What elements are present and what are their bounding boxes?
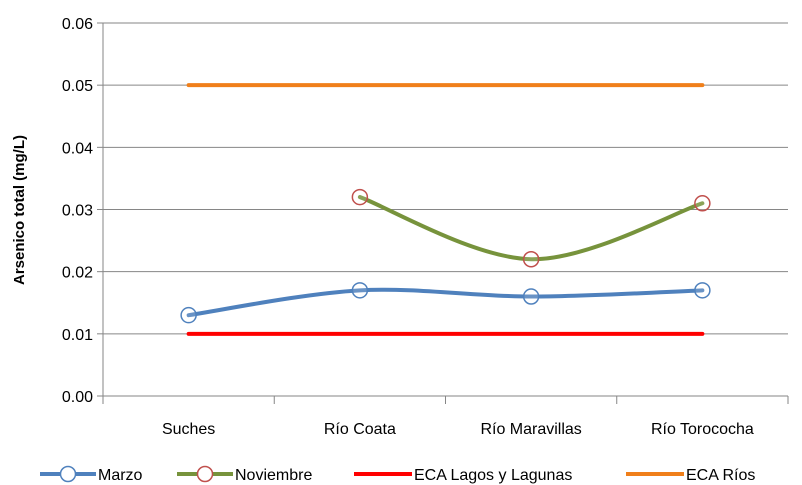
series-line-0: [186, 287, 705, 318]
data-point: [522, 288, 540, 305]
axes: [97, 22, 789, 404]
data-point: [522, 250, 540, 268]
data-point: [351, 188, 369, 206]
y-tick-label: 0.01: [62, 327, 93, 344]
y-tick-label: 0.06: [62, 16, 93, 33]
series-markers: [180, 188, 711, 324]
series-lines: [186, 83, 705, 336]
legend-label: Noviembre: [235, 467, 312, 484]
gridlines: [103, 22, 788, 335]
y-tick-label: 0.04: [62, 140, 93, 157]
legend-label: Marzo: [98, 467, 143, 484]
data-point: [180, 306, 197, 324]
legend-label: ECA Lagos y Lagunas: [414, 467, 572, 484]
x-tick-label: Río Maravillas: [480, 421, 581, 438]
legend-label: ECA Ríos: [686, 467, 755, 484]
y-tick-label: 0.02: [62, 265, 93, 282]
y-tick-label: 0.05: [62, 78, 93, 95]
tick-labels: 0.00 0.01 0.02 0.03 0.04 0.05 0.06 Suches Río Co…: [62, 16, 754, 438]
data-point: [694, 195, 711, 212]
data-point: [351, 282, 369, 299]
data-point: [694, 282, 711, 299]
series-line-1: [357, 195, 705, 262]
x-tick-label: Río Torococha: [651, 421, 754, 438]
x-tick-label: Río Coata: [324, 421, 396, 438]
legend: Marzo Noviembre ECA Lagos y Lagunas ECA Río…: [40, 465, 755, 484]
y-tick-label: 0.03: [62, 203, 93, 220]
legend-marker: [196, 465, 214, 483]
y-tick-label: 0.00: [62, 389, 93, 406]
legend-marker: [59, 465, 77, 483]
x-tick-label: Suches: [162, 421, 215, 438]
y-axis-title: Arsenico total (mg/L): [11, 135, 28, 285]
